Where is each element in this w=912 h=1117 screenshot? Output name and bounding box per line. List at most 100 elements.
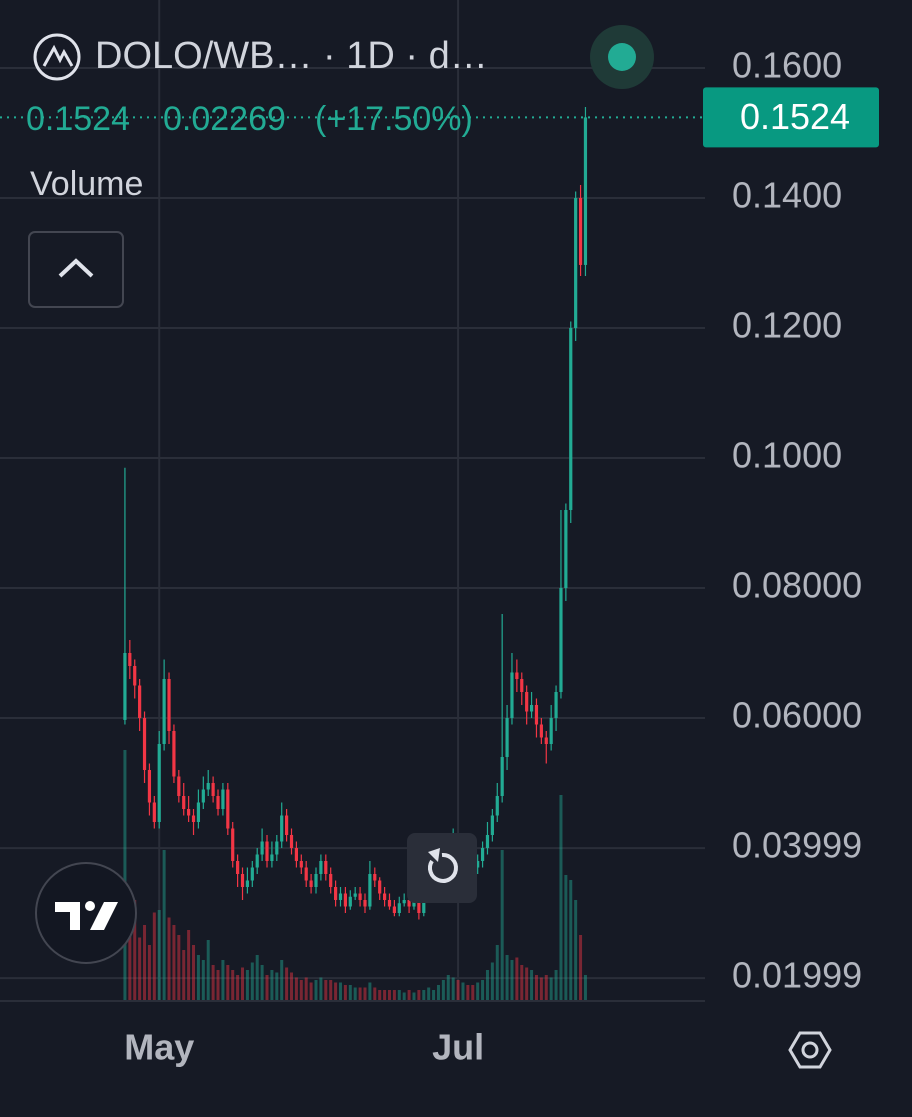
overlay: 0.01999 0.03999 0.06000 0.08000 0.1000 0.1200… (0, 45, 879, 1068)
candle-body (191, 815, 196, 822)
volume-bar (579, 935, 583, 1000)
volume-bar (387, 990, 391, 1000)
volume-bar (236, 975, 240, 1000)
volume-bar (539, 977, 543, 1000)
candle-body (544, 737, 548, 744)
volume-bar (290, 972, 294, 1000)
volume-bar (427, 987, 431, 1000)
settings-button[interactable] (788, 1031, 832, 1069)
candle-body (172, 730, 176, 777)
volume-bar (554, 970, 558, 1000)
volume-bar (157, 910, 161, 1000)
last-price-badge (703, 87, 879, 148)
candle-body (123, 652, 127, 720)
volume-bar (383, 990, 387, 1000)
candle-body (480, 847, 485, 861)
volume-bar (466, 985, 470, 1000)
candle-body (324, 860, 328, 874)
y-tick-label: 0.08000 (732, 565, 862, 606)
volume-bar (407, 990, 411, 1000)
candle-body (397, 903, 401, 913)
volume-bar (348, 985, 352, 1000)
candle-body (201, 789, 205, 803)
candle-body (260, 841, 264, 855)
candle-body (500, 756, 504, 796)
volume-bar (461, 982, 465, 1000)
last-price-label: 0.1524 (740, 96, 850, 137)
volume-bar (245, 970, 249, 1000)
settings-icon (801, 1041, 819, 1059)
candle-body (226, 789, 230, 829)
candle-body (343, 893, 347, 907)
volume-bar (177, 935, 181, 1000)
legend-close: 0.1524 (26, 100, 130, 138)
volume-bar (515, 957, 519, 1000)
volume-bar (182, 950, 186, 1000)
volume-bar (275, 972, 279, 1000)
collapse-button[interactable] (28, 231, 124, 308)
volume-bar (319, 977, 323, 1000)
candle-body (510, 672, 514, 718)
candle-body (152, 802, 156, 822)
candle-body (549, 717, 553, 744)
candle-body (314, 873, 318, 887)
candle-body (485, 834, 490, 848)
candle-body (294, 847, 299, 861)
candle-body (338, 893, 343, 900)
volume-bar (299, 980, 303, 1000)
volume-bar (471, 985, 475, 1000)
candle-body (299, 860, 303, 868)
candle-body (187, 808, 191, 816)
candle-body (138, 685, 142, 718)
market-status-dot (608, 43, 636, 71)
candle-body (564, 510, 568, 588)
candle-body (539, 724, 543, 738)
candle-body (216, 795, 220, 809)
candle-body (583, 117, 588, 265)
candle-body (206, 782, 210, 790)
volume-bar (187, 930, 191, 1000)
volume-bar (520, 965, 524, 1000)
volume-bar (456, 980, 460, 1000)
volume-bar (353, 987, 357, 1000)
candle-body (495, 795, 499, 816)
candle-body (358, 893, 362, 900)
volume-bar (192, 945, 196, 1000)
volume-bar (343, 985, 347, 1000)
volume-bar (549, 977, 553, 1000)
volume-bar (314, 980, 318, 1000)
volume-bar (417, 990, 421, 1000)
volume-bar (206, 940, 210, 1000)
volume-bar (446, 975, 450, 1000)
candle-body (250, 867, 254, 881)
volume-bar (138, 937, 142, 1000)
candle-body (255, 854, 259, 868)
volume-bar (152, 912, 156, 1000)
candle-body (147, 769, 152, 803)
candle-body (382, 893, 387, 900)
volume-bar (324, 980, 328, 1000)
volume-bar (432, 990, 436, 1000)
volume-bar (241, 967, 245, 1000)
reset-button[interactable] (407, 833, 477, 903)
y-tick-label: 0.03999 (732, 825, 862, 866)
volume-bar (441, 980, 445, 1000)
candle-body (534, 704, 539, 725)
volume-bar (309, 982, 313, 1000)
tv-logo[interactable] (35, 862, 137, 964)
candle-body (559, 587, 563, 692)
candle-body (133, 665, 137, 686)
symbol-title[interactable]: DOLO/WB… · 1D · d… (95, 35, 488, 77)
y-tick-label: 0.1000 (732, 435, 842, 476)
volume-bar (329, 980, 333, 1000)
candle-body (490, 815, 494, 835)
volume-bar (250, 962, 254, 1000)
candle-body (319, 860, 323, 874)
candle-body (211, 782, 215, 796)
candle-body (529, 704, 534, 712)
volume-bar (402, 992, 406, 1000)
candle-body (182, 795, 186, 809)
volume-bar (123, 750, 127, 1000)
volume-bar (147, 945, 151, 1000)
